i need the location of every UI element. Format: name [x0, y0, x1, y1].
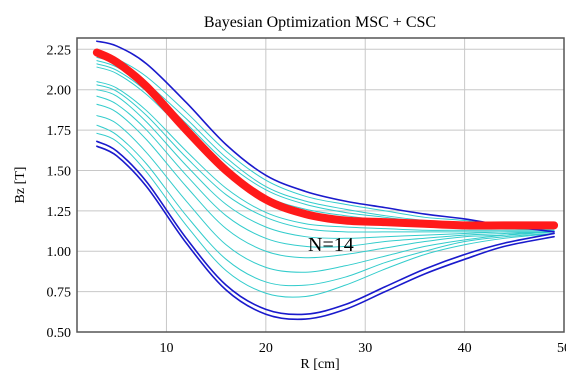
y-tick-label: 1.00	[47, 245, 72, 260]
series-line-sample-11	[96, 95, 555, 248]
series-line-sample-3	[96, 53, 555, 231]
series-line-sample-10	[96, 89, 555, 239]
x-tick-label: 50	[557, 341, 566, 356]
x-tick-label: 20	[259, 341, 273, 356]
x-tick-label: 40	[458, 341, 472, 356]
series-line-envelope-0	[96, 40, 555, 233]
chart-title: Bayesian Optimization MSC + CSC	[204, 14, 436, 31]
y-tick-label: 1.75	[47, 124, 72, 139]
y-tick-label: 0.75	[47, 286, 72, 301]
y-axis-title: Bz [T]	[13, 167, 28, 204]
series-line-sample-14	[96, 124, 555, 287]
series-line-sample-12	[96, 103, 555, 259]
y-tick-label: 0.50	[47, 326, 72, 341]
series-line-envelope-2	[96, 145, 555, 321]
y-tick-label: 1.50	[47, 164, 72, 179]
series-line-sample-13	[96, 115, 555, 273]
x-tick-label: 30	[358, 341, 372, 356]
series-line-sample-8	[96, 81, 555, 231]
y-tick-label: 2.25	[47, 43, 72, 58]
plot-frame	[76, 37, 565, 333]
gridlines	[77, 38, 564, 332]
annotation-n14: N=14	[308, 234, 354, 256]
x-axis-title: R [cm]	[300, 357, 339, 371]
x-tick-label: 10	[159, 341, 173, 356]
series-group	[92, 40, 559, 321]
series-line-sample-9	[96, 84, 555, 233]
series-line-optimized-16	[92, 48, 559, 230]
series-line-sample-15	[96, 132, 555, 298]
series-line-envelope-1	[96, 140, 555, 316]
y-tick-label: 1.25	[47, 205, 72, 220]
y-tick-label: 2.00	[47, 84, 72, 99]
tick-labels: 10 20 30 40 50 0.50 0.75 1.00 1.25 1.50 1.75 2.00 2.…	[47, 43, 566, 356]
